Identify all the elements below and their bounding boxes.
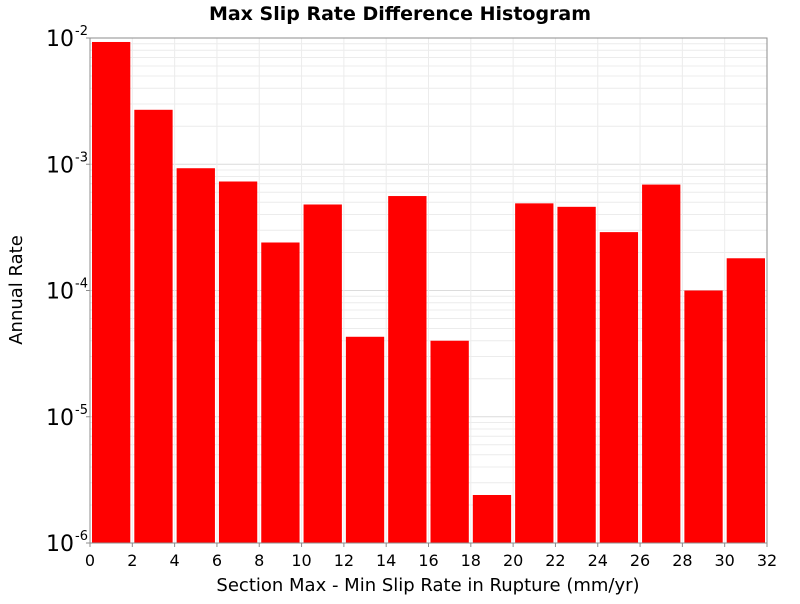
bars — [92, 41, 765, 544]
histogram-bar — [642, 184, 681, 543]
x-tick-label: 30 — [715, 551, 735, 570]
x-tick-label: 14 — [376, 551, 396, 570]
y-tick-label: 10 — [46, 532, 74, 557]
x-tick-label: 20 — [503, 551, 523, 570]
histogram-bar — [134, 109, 173, 544]
histogram-bar — [515, 203, 554, 544]
histogram-bar — [176, 168, 215, 543]
x-tick-label: 24 — [588, 551, 608, 570]
y-tick-label: 10 — [46, 27, 74, 52]
x-tick-label: 16 — [418, 551, 438, 570]
x-tick-label: 12 — [334, 551, 354, 570]
histogram-bar — [303, 204, 342, 543]
x-tick-label: 0 — [85, 551, 95, 570]
histogram-bar — [388, 196, 427, 543]
histogram-bar — [599, 232, 639, 543]
histogram-bar — [92, 41, 131, 543]
histogram-bar — [472, 494, 512, 543]
y-tick-label: 10 — [46, 153, 74, 178]
histogram-bar — [557, 206, 596, 543]
x-axis-label: Section Max - Min Slip Rate in Rupture (… — [216, 575, 639, 596]
x-tick-label: 2 — [127, 551, 137, 570]
y-tick-exponent: -3 — [75, 150, 88, 165]
y-axis-ticks: 10-610-510-410-310-2 — [46, 24, 90, 557]
histogram-bar — [218, 181, 258, 543]
y-tick-exponent: -6 — [75, 529, 88, 544]
histogram-bar — [726, 258, 765, 543]
y-tick-exponent: -2 — [75, 24, 88, 39]
y-tick-exponent: -5 — [75, 403, 88, 418]
x-tick-label: 26 — [630, 551, 650, 570]
chart-title: Max Slip Rate Difference Histogram — [209, 3, 591, 25]
y-tick-label: 10 — [46, 280, 74, 305]
histogram-bar — [261, 242, 300, 543]
x-tick-label: 28 — [672, 551, 692, 570]
x-tick-label: 8 — [254, 551, 264, 570]
x-tick-label: 6 — [212, 551, 222, 570]
x-tick-label: 22 — [545, 551, 565, 570]
x-tick-label: 32 — [757, 551, 777, 570]
histogram-bar — [345, 336, 385, 543]
x-tick-label: 18 — [461, 551, 481, 570]
histogram-bar — [430, 340, 469, 543]
histogram-bar — [684, 290, 723, 543]
y-tick-exponent: -4 — [75, 277, 88, 292]
x-tick-label: 10 — [291, 551, 311, 570]
x-axis-ticks: 0 2 4 6 8 10 12 14 16 18 20 22 24 26 28 30 32 — [85, 543, 777, 570]
y-axis-label: Annual Rate — [6, 235, 27, 345]
y-tick-label: 10 — [46, 406, 74, 431]
x-tick-label: 4 — [170, 551, 180, 570]
